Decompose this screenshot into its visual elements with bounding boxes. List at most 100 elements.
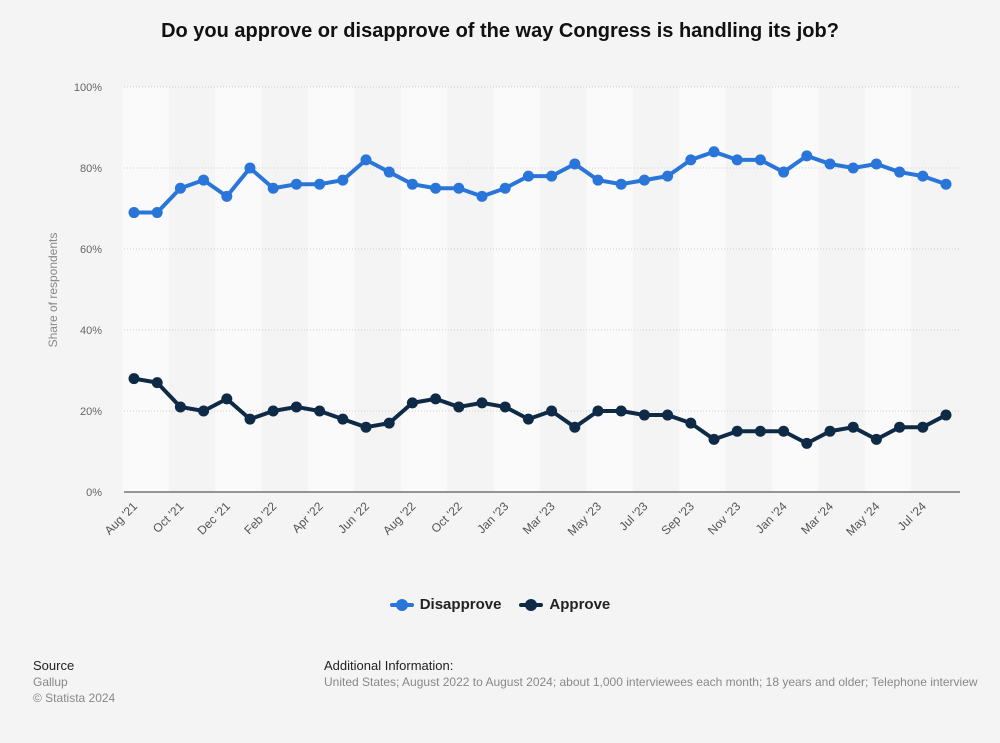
data-point-approve bbox=[592, 405, 604, 417]
data-point-approve bbox=[801, 437, 813, 449]
x-tick-label: Mar '24 bbox=[798, 499, 836, 537]
data-point-approve bbox=[731, 425, 743, 437]
legend-swatch-approve bbox=[519, 598, 544, 612]
data-point-disapprove bbox=[801, 150, 813, 162]
data-point-disapprove bbox=[174, 182, 186, 194]
data-point-disapprove bbox=[754, 154, 766, 166]
data-point-approve bbox=[917, 421, 929, 433]
data-point-disapprove bbox=[221, 190, 233, 202]
x-tick-label: Mar '23 bbox=[520, 499, 558, 537]
x-tick-label: Aug '21 bbox=[102, 499, 141, 538]
data-point-approve bbox=[337, 413, 349, 425]
legend-item-disapprove[interactable]: Disapprove bbox=[389, 596, 502, 613]
data-point-approve bbox=[314, 405, 326, 417]
additional-info-block: Additional Information: United States; A… bbox=[324, 658, 1000, 690]
chart-title: Do you approve or disapprove of the way … bbox=[161, 20, 839, 42]
data-point-approve bbox=[522, 413, 534, 425]
data-point-disapprove bbox=[337, 174, 349, 186]
data-point-approve bbox=[546, 405, 558, 417]
y-tick-label: 80% bbox=[80, 163, 102, 175]
legend-label-disapprove: Disapprove bbox=[419, 596, 502, 613]
x-tick-label: Jan '24 bbox=[753, 499, 790, 536]
data-point-disapprove bbox=[662, 170, 674, 182]
data-point-disapprove bbox=[522, 170, 534, 182]
data-point-disapprove bbox=[615, 178, 627, 190]
background-band bbox=[400, 87, 448, 492]
data-point-disapprove bbox=[128, 207, 140, 219]
data-point-approve bbox=[406, 397, 418, 409]
x-tick-label: Jul '23 bbox=[616, 499, 650, 533]
source-block: Source Gallup © Statista 2024 bbox=[33, 658, 115, 706]
data-point-disapprove bbox=[847, 162, 859, 174]
x-tick-label: Jul '24 bbox=[895, 499, 929, 533]
x-tick-label: Aug '22 bbox=[380, 499, 419, 538]
data-point-disapprove bbox=[244, 162, 256, 174]
data-point-disapprove bbox=[940, 178, 952, 190]
data-point-approve bbox=[615, 405, 627, 417]
x-tick-label: Jun '22 bbox=[335, 499, 372, 536]
data-point-disapprove bbox=[894, 166, 906, 178]
background-band bbox=[215, 87, 262, 492]
data-point-approve bbox=[174, 401, 186, 413]
data-point-approve bbox=[151, 377, 163, 389]
x-tick-label: Dec '21 bbox=[195, 499, 234, 538]
y-tick-label: 20% bbox=[80, 406, 102, 418]
line-chart: 0% 20% 40% 60% 80% 100% Share of respondents Au… bbox=[46, 82, 960, 539]
x-tick-label: Oct '22 bbox=[428, 499, 465, 536]
source-heading: Source bbox=[33, 658, 75, 673]
data-point-approve bbox=[221, 393, 233, 405]
data-point-disapprove bbox=[731, 154, 743, 166]
x-tick-label: Apr '22 bbox=[289, 499, 326, 536]
data-point-disapprove bbox=[360, 154, 372, 166]
data-point-approve bbox=[499, 401, 511, 413]
data-point-disapprove bbox=[198, 174, 210, 186]
background-band bbox=[586, 87, 633, 492]
additional-info-heading: Additional Information: bbox=[324, 658, 454, 673]
data-point-approve bbox=[476, 397, 488, 409]
data-point-disapprove bbox=[383, 166, 395, 178]
data-point-approve bbox=[638, 409, 650, 421]
data-point-disapprove bbox=[314, 178, 326, 190]
data-point-disapprove bbox=[476, 190, 488, 202]
data-point-disapprove bbox=[824, 158, 836, 170]
data-point-disapprove bbox=[453, 182, 465, 194]
data-point-approve bbox=[778, 425, 790, 437]
data-point-approve bbox=[685, 417, 697, 429]
data-point-approve bbox=[383, 417, 395, 429]
data-point-disapprove bbox=[406, 178, 418, 190]
y-axis-title: Share of respondents bbox=[46, 233, 60, 348]
background-band bbox=[122, 87, 169, 492]
data-point-disapprove bbox=[546, 170, 558, 182]
data-point-disapprove bbox=[870, 158, 882, 170]
copyright[interactable]: © Statista 2024 bbox=[33, 691, 116, 705]
data-point-approve bbox=[847, 421, 859, 433]
x-tick-label: Oct '21 bbox=[150, 499, 187, 536]
data-point-approve bbox=[569, 421, 581, 433]
source-name[interactable]: Gallup bbox=[33, 675, 68, 689]
x-tick-label: Sep '23 bbox=[659, 499, 698, 538]
background-band bbox=[308, 87, 355, 492]
x-tick-label: Feb '22 bbox=[241, 499, 279, 537]
data-point-approve bbox=[754, 425, 766, 437]
data-point-approve bbox=[662, 409, 674, 421]
data-point-disapprove bbox=[638, 174, 650, 186]
data-point-approve bbox=[940, 409, 952, 421]
chart-legend: Disapprove Approve bbox=[0, 596, 1000, 613]
data-point-disapprove bbox=[569, 158, 581, 170]
x-tick-label: May '24 bbox=[843, 499, 883, 539]
data-point-disapprove bbox=[430, 182, 442, 194]
data-point-disapprove bbox=[290, 178, 302, 190]
data-point-approve bbox=[267, 405, 279, 417]
data-point-disapprove bbox=[778, 166, 790, 178]
y-tick-label: 60% bbox=[80, 244, 102, 256]
data-point-disapprove bbox=[267, 182, 279, 194]
data-point-disapprove bbox=[151, 207, 163, 219]
legend-label-approve: Approve bbox=[549, 596, 611, 613]
legend-item-approve[interactable]: Approve bbox=[519, 596, 610, 613]
data-point-approve bbox=[870, 433, 882, 445]
y-tick-label: 100% bbox=[74, 82, 102, 94]
data-point-approve bbox=[708, 433, 720, 445]
data-point-disapprove bbox=[917, 170, 929, 182]
legend-swatch-disapprove bbox=[389, 598, 414, 612]
additional-info-text: United States; August 2022 to August 202… bbox=[324, 675, 978, 689]
